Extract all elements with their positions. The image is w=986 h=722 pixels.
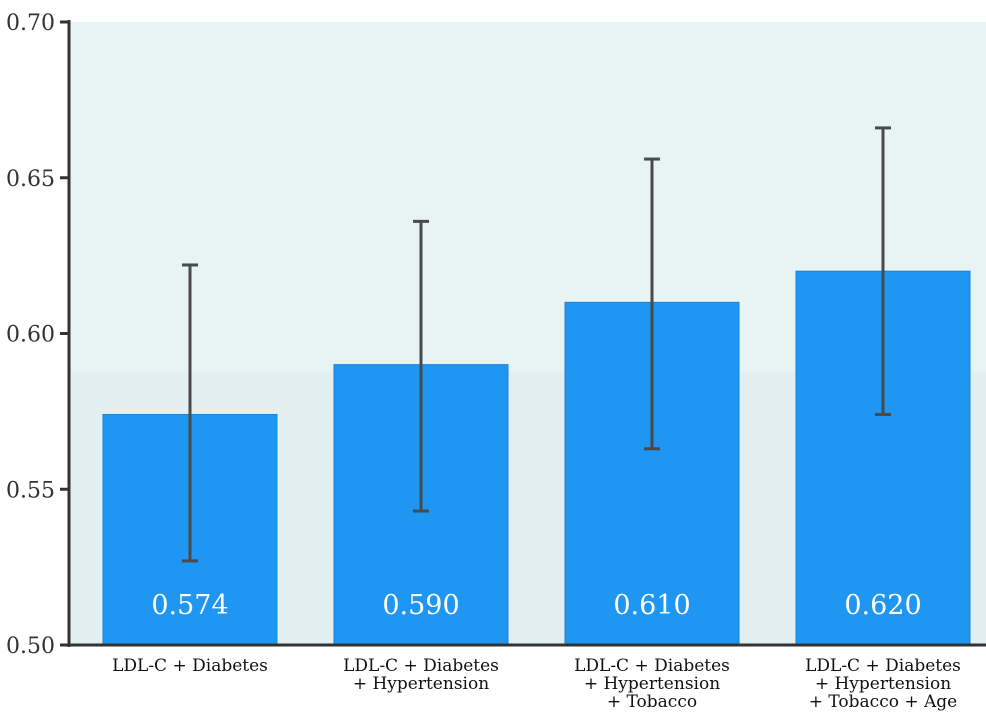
- error-bar-3: [644, 157, 660, 451]
- y-tick-label: 0.70: [6, 11, 55, 36]
- error-bar-4: [875, 126, 891, 416]
- y-tick-label: 0.55: [6, 478, 55, 503]
- error-bar-2: [413, 219, 429, 513]
- bar-value-label-4: 0.620: [844, 590, 921, 621]
- bar-value-label-3: 0.610: [613, 590, 690, 621]
- x-category-label-4: LDL-C + Diabetes + Hypertension + Tobacco …: [805, 656, 961, 712]
- error-bars-layer: [182, 126, 891, 563]
- x-category-label-2: LDL-C + Diabetes + Hypertension: [343, 656, 499, 694]
- bar-value-label-1: 0.574: [151, 590, 228, 621]
- x-category-label-1: LDL-C + Diabetes: [112, 656, 268, 676]
- y-tick-label: 0.50: [6, 634, 55, 659]
- x-category-label-3: LDL-C + Diabetes + Hypertension + Tobacco: [574, 656, 730, 712]
- y-tick-label: 0.65: [6, 167, 55, 192]
- value-labels-layer: 0.574 0.590 0.610 0.620: [151, 590, 921, 621]
- y-tick-label: 0.60: [6, 323, 55, 348]
- bar-value-label-2: 0.590: [382, 590, 459, 621]
- y-ticks-layer: 0.50 0.55 0.60 0.65 0.70: [6, 11, 69, 659]
- error-bar-1: [182, 263, 198, 563]
- category-labels-layer: LDL-C + Diabetes LDL-C + Diabetes + Hypert…: [112, 656, 961, 712]
